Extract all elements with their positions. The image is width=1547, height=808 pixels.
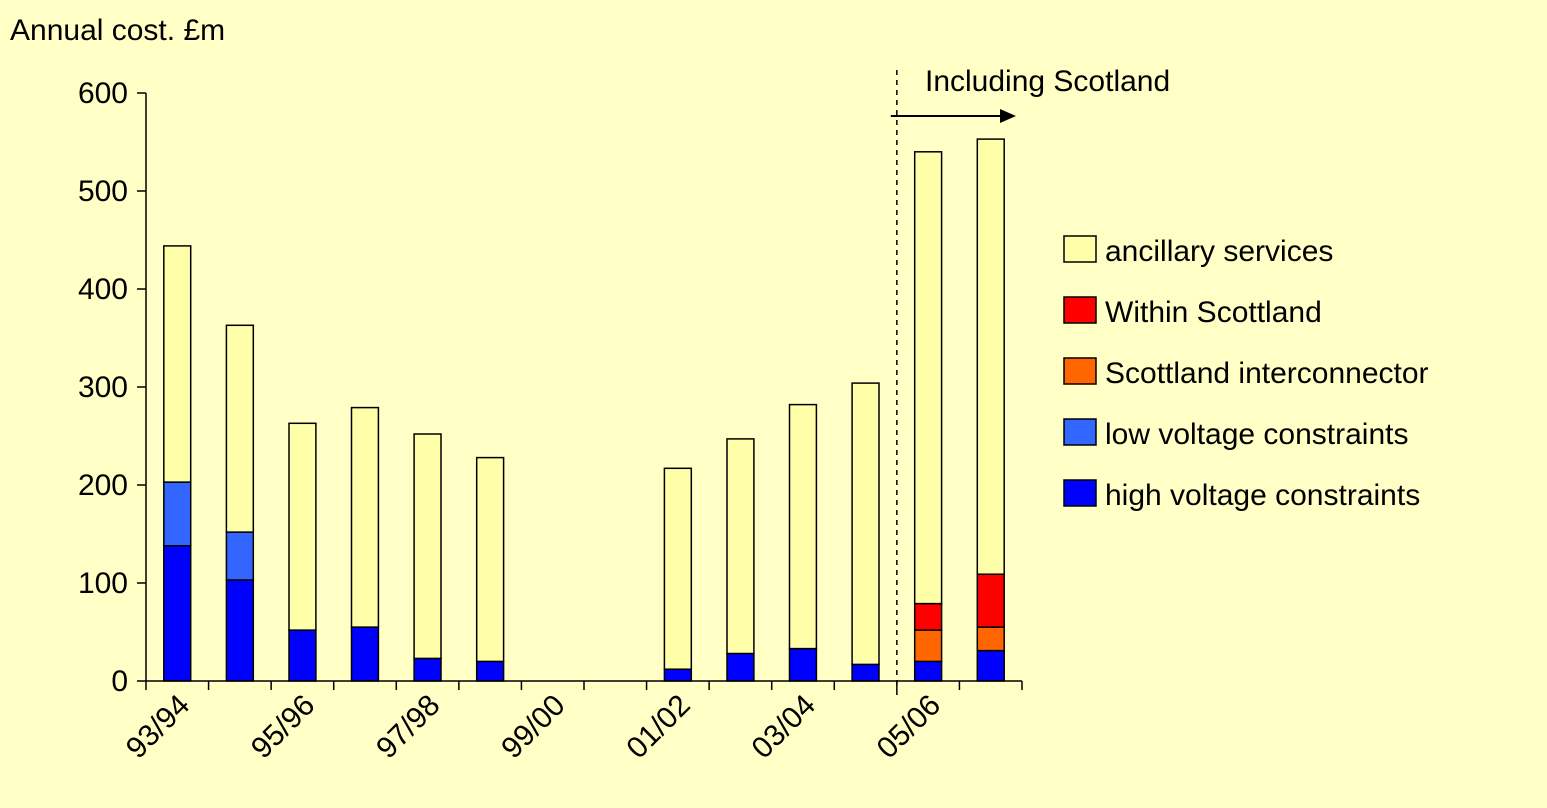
annotation-group: Including Scotland bbox=[890, 65, 1170, 695]
y-tick-label-500: 500 bbox=[78, 175, 128, 208]
bar-94-95-series-0 bbox=[225, 579, 255, 682]
legend-swatch-1 bbox=[1063, 296, 1097, 324]
bar-02-03-series-4 bbox=[726, 438, 755, 655]
bar-97-98-series-4 bbox=[413, 433, 442, 660]
bar-03-04-series-0 bbox=[788, 647, 818, 682]
bar-95-96-series-4 bbox=[288, 422, 317, 631]
bar-93-94-series-4 bbox=[163, 245, 192, 483]
legend-swatch-2 bbox=[1063, 357, 1097, 385]
bar-06-07-series-4 bbox=[976, 138, 1005, 575]
axes-group: 0 100 200 300 400 500 600 93/94 95/96 97/98 99/00 0… bbox=[78, 77, 1023, 765]
bar-97-98-series-0 bbox=[413, 657, 442, 682]
annotation-arrow-head bbox=[1000, 109, 1016, 123]
bar-98-99-series-0 bbox=[475, 660, 505, 682]
bar-03-04-series-4 bbox=[788, 403, 818, 650]
bar-93-94-series-1 bbox=[163, 481, 192, 547]
x-tick-label-95-96: 95/96 bbox=[245, 689, 321, 765]
y-axis-title: Annual cost. £m bbox=[10, 14, 225, 47]
bar-04-05-series-4 bbox=[851, 382, 880, 666]
legend-swatch-3 bbox=[1063, 418, 1097, 446]
bar-96-97-series-0 bbox=[350, 626, 380, 682]
legend: ancillary services Within Scottland Scottl… bbox=[1063, 235, 1429, 512]
bar-06-07-series-2 bbox=[976, 626, 1005, 652]
y-tick-label-100: 100 bbox=[78, 567, 128, 600]
annotation-text: Including Scotland bbox=[925, 65, 1170, 98]
legend-label-4: high voltage constraints bbox=[1105, 479, 1420, 512]
y-tick-label-600: 600 bbox=[78, 77, 128, 110]
legend-label-3: low voltage constraints bbox=[1105, 418, 1409, 451]
bar-94-95-series-1 bbox=[225, 531, 255, 581]
bar-93-94-series-0 bbox=[163, 545, 192, 682]
bar-06-07-series-3 bbox=[976, 573, 1005, 628]
legend-label-2: Scottland interconnector bbox=[1105, 357, 1429, 390]
x-tick-label-99-00: 99/00 bbox=[495, 689, 571, 765]
x-tick-label-03-04: 03/04 bbox=[746, 689, 822, 765]
x-tick-label-05-06: 05/06 bbox=[871, 689, 947, 765]
bar-04-05-series-0 bbox=[851, 663, 880, 682]
legend-swatch-0 bbox=[1063, 235, 1097, 263]
bar-01-02-series-0 bbox=[663, 668, 693, 682]
y-tick-label-200: 200 bbox=[78, 469, 128, 502]
bar-02-03-series-0 bbox=[726, 652, 755, 682]
bar-05-06-series-2 bbox=[913, 629, 943, 663]
x-tick-label-97-98: 97/98 bbox=[370, 689, 446, 765]
bar-98-99-series-4 bbox=[475, 456, 505, 663]
legend-swatch-4 bbox=[1063, 479, 1097, 507]
legend-label-0: ancillary services bbox=[1105, 235, 1333, 268]
x-tick-label-93-94: 93/94 bbox=[120, 689, 196, 765]
bar-06-07-series-0 bbox=[976, 649, 1005, 682]
x-tick-label-01-02: 01/02 bbox=[620, 689, 696, 765]
bar-95-96-series-0 bbox=[288, 629, 317, 682]
bar-94-95-series-4 bbox=[225, 324, 255, 533]
bar-96-97-series-4 bbox=[350, 406, 380, 628]
bar-01-02-series-4 bbox=[663, 467, 693, 670]
y-tick-label-300: 300 bbox=[78, 371, 128, 404]
bar-05-06-series-0 bbox=[913, 660, 943, 682]
y-tick-label-0: 0 bbox=[111, 665, 128, 698]
bar-05-06-series-3 bbox=[913, 602, 943, 631]
bars-group bbox=[163, 138, 1005, 682]
bar-05-06-series-4 bbox=[913, 151, 943, 605]
y-tick-label-400: 400 bbox=[78, 273, 128, 306]
legend-label-1: Within Scottland bbox=[1105, 296, 1322, 329]
